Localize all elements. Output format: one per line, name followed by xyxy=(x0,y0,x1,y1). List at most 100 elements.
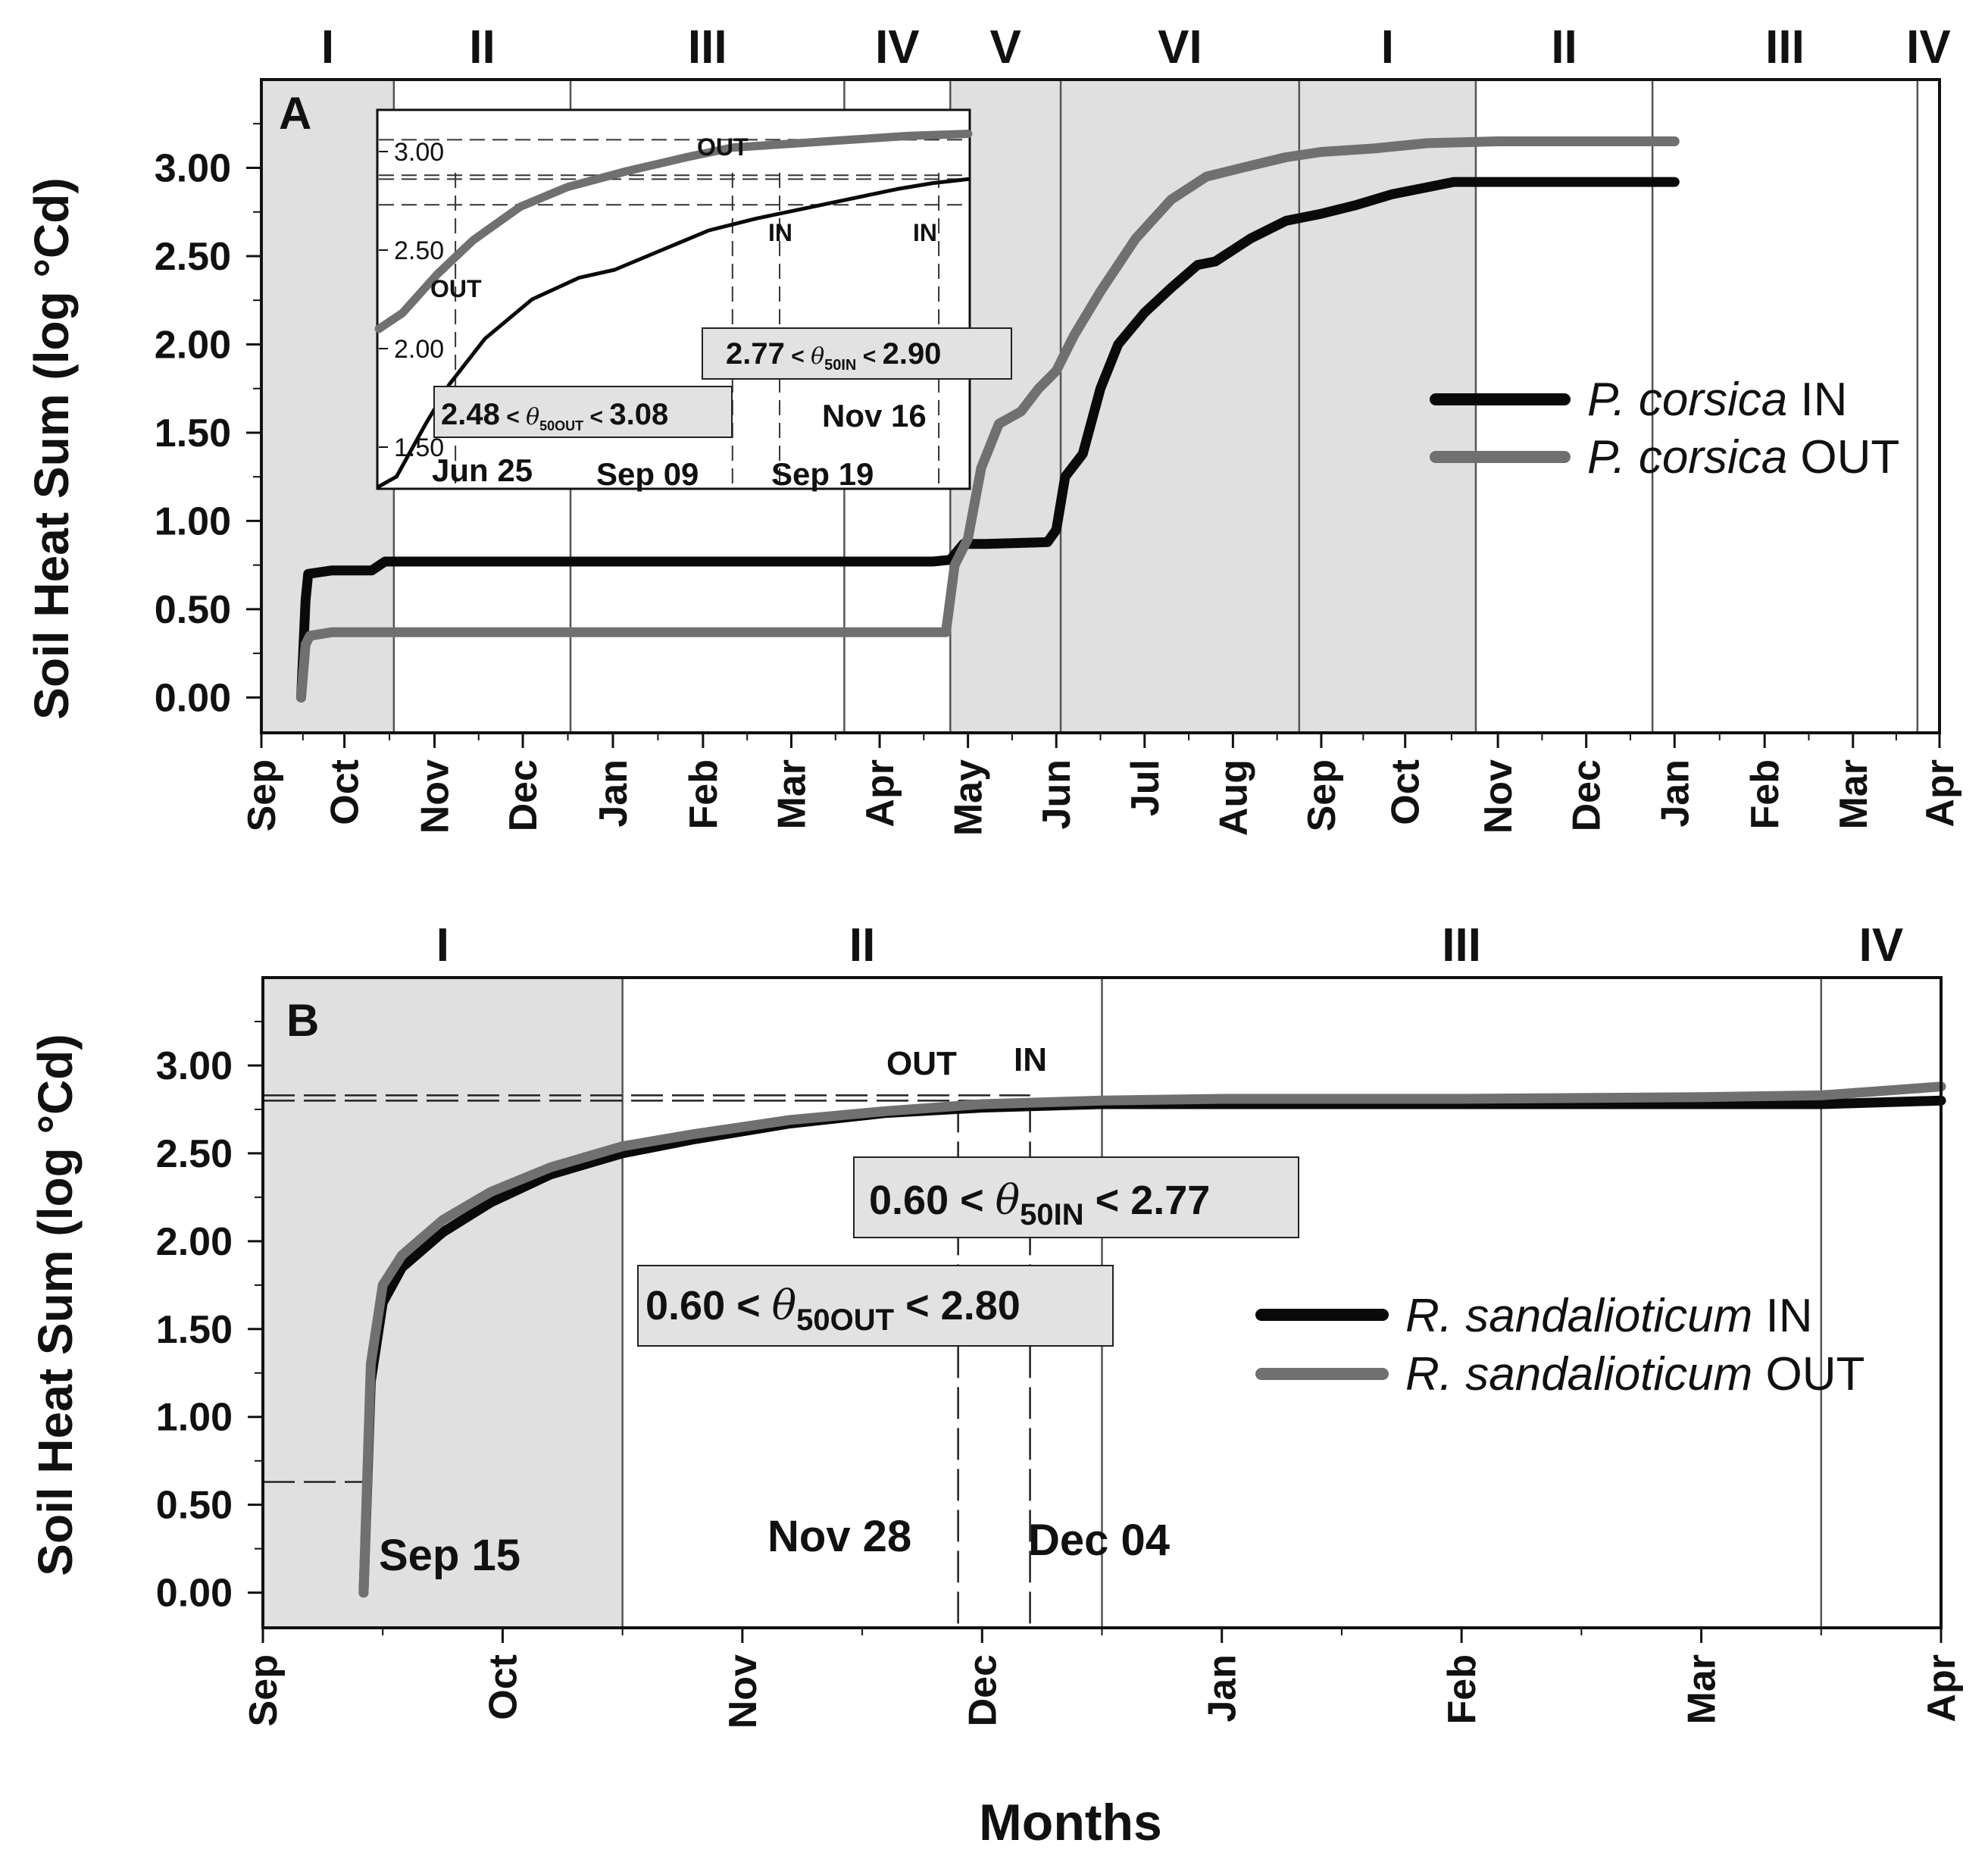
legend-label-out: R. sandalioticum OUT xyxy=(1405,1348,1865,1400)
panel-a-y-label: Soil Heat Sum (log °Cd) xyxy=(24,177,79,719)
phase-label: I xyxy=(436,919,449,972)
phase-label: II xyxy=(1551,21,1577,74)
x-tick-label: Sep xyxy=(240,759,284,831)
panel-b-phase-labels: I II III IV xyxy=(436,919,1903,972)
inset-label-in-right: IN xyxy=(913,219,937,246)
panel-a-legend: P. corsica IN P. corsica OUT xyxy=(1430,374,1899,483)
panel-b: 0.00 0.50 1.00 1.50 2.00 2.50 3.00 Sep Oct Nov De… xyxy=(28,919,1964,1729)
panel-b-date-dec04: Dec 04 xyxy=(1028,1516,1170,1565)
x-tick-label: Jul xyxy=(1124,759,1167,816)
panel-b-x-axis: Sep Oct Nov Dec Jan Feb Mar Apr xyxy=(242,1628,1964,1729)
y-tick-label: 0.00 xyxy=(156,1572,233,1616)
series-line-out xyxy=(358,1081,1946,1598)
legend-label-out: P. corsica OUT xyxy=(1587,431,1899,483)
x-tick-label: Mar xyxy=(770,759,814,829)
phase-label: I xyxy=(321,21,334,74)
panel-b-label-out: OUT xyxy=(886,1045,957,1082)
inset-theta-out-box xyxy=(433,386,733,438)
y-tick-label: 2.50 xyxy=(155,235,231,279)
x-tick-label: Nov xyxy=(1477,759,1521,834)
panel-b-letter: B xyxy=(286,995,319,1046)
panel-b-legend: R. sandalioticum IN R. sandalioticum OUT xyxy=(1255,1290,1865,1400)
x-tick-label: Feb xyxy=(1440,1654,1484,1724)
x-tick-label: Apr xyxy=(1920,1654,1964,1723)
x-tick-label: Jan xyxy=(1653,759,1697,828)
phase-shade xyxy=(261,80,394,733)
phase-label: II xyxy=(469,21,495,74)
y-tick-label: 0.50 xyxy=(156,1484,233,1528)
y-tick-label: 2.00 xyxy=(155,323,231,367)
inset-date-sep09: Sep 09 xyxy=(596,456,699,492)
x-tick-label: Apr xyxy=(1918,759,1962,828)
inset-theta-in-text: 2.77 < θ50IN < 2.90 xyxy=(726,337,941,374)
x-tick-label: May xyxy=(947,759,991,836)
x-tick-label: Jan xyxy=(1201,1654,1245,1723)
panel-b-label-in: IN xyxy=(1014,1041,1047,1078)
panel-b-theta-out-box xyxy=(637,1265,1114,1347)
panel-a-y-axis: 0.00 0.50 1.00 1.50 2.00 2.50 3.00 xyxy=(155,123,261,720)
y-tick-label: 0.50 xyxy=(155,588,231,632)
phase-label: IV xyxy=(875,21,920,74)
y-tick-label: 1.50 xyxy=(156,1308,233,1352)
x-tick-label: Nov xyxy=(413,759,457,834)
x-axis-title: Months xyxy=(979,1794,1162,1851)
x-tick-label: Feb xyxy=(1743,759,1787,829)
x-tick-label: Nov xyxy=(721,1654,765,1729)
y-tick-label: 2.00 xyxy=(156,1220,233,1264)
panel-a-series xyxy=(296,136,1680,703)
inset-y-ticks: 1.50 2.00 2.50 3.00 xyxy=(379,138,444,462)
x-tick-label: Sep xyxy=(242,1654,286,1726)
panel-a-letter: A xyxy=(279,88,311,139)
legend-label-in: R. sandalioticum IN xyxy=(1405,1290,1813,1342)
x-tick-label: Oct xyxy=(324,759,367,825)
phase-shade xyxy=(1299,80,1476,733)
x-tick-label: Oct xyxy=(481,1654,525,1720)
phase-label: V xyxy=(989,21,1021,74)
phase-label: III xyxy=(1442,919,1481,972)
panel-b-theta-in-box xyxy=(853,1156,1299,1238)
inset-series-line-out xyxy=(374,130,973,333)
inset-theta-out-text: 2.48 < θ50OUT < 3.08 xyxy=(441,398,668,433)
y-tick-label: 1.50 xyxy=(155,411,231,455)
phase-shade xyxy=(263,978,623,1628)
panel-a-inset: 1.50 2.00 2.50 3.00 OUT OUT IN IN 2.77 < θ5… xyxy=(374,108,1012,492)
panel-b-phase-shading xyxy=(263,978,623,1628)
inset-label-in-mid: IN xyxy=(768,219,792,246)
panel-b-series xyxy=(358,1081,1946,1598)
x-tick-label: Sep xyxy=(1300,759,1344,831)
x-tick-label: Dec xyxy=(502,759,545,831)
inset-y-tick-label: 2.00 xyxy=(394,335,444,364)
y-tick-label: 0.00 xyxy=(155,676,231,720)
phase-label: IV xyxy=(1906,21,1951,74)
panel-b-y-label: Soil Heat Sum (log °Cd) xyxy=(28,1034,83,1576)
panel-b-y-axis: 0.00 0.50 1.00 1.50 2.00 2.50 3.00 xyxy=(156,1020,263,1616)
panel-b-theta-in-text: 0.60 < θ50IN < 2.77 xyxy=(869,1176,1210,1231)
x-tick-label: Dec xyxy=(1565,759,1609,831)
inset-date-sep19: Sep 19 xyxy=(771,456,874,492)
inset-y-tick-label: 3.00 xyxy=(394,138,444,167)
x-tick-label: Aug xyxy=(1211,759,1255,836)
x-tick-label: Mar xyxy=(1680,1654,1724,1724)
panel-a-x-axis: Sep Oct Nov Dec Jan Feb Mar Apr May Jun Jul Aug Sep O… xyxy=(240,733,1962,836)
inset-label-out-top: OUT xyxy=(697,133,749,161)
panel-b-date-nov28: Nov 28 xyxy=(767,1512,911,1561)
panel-b-date-sep15: Sep 15 xyxy=(379,1531,520,1580)
inset-label-out-left: OUT xyxy=(430,275,482,302)
x-tick-label: Feb xyxy=(682,759,726,829)
inset-date-jun25: Jun 25 xyxy=(432,452,533,488)
x-tick-label: Dec xyxy=(961,1654,1005,1726)
x-tick-label: Jan xyxy=(592,759,636,828)
phase-label: IV xyxy=(1859,919,1904,972)
x-tick-label: Jun xyxy=(1035,759,1079,829)
x-tick-label: Oct xyxy=(1384,759,1428,825)
y-tick-label: 3.00 xyxy=(156,1044,233,1088)
panel-b-theta-out-text: 0.60 < θ50OUT < 2.80 xyxy=(645,1281,1021,1337)
y-tick-label: 1.00 xyxy=(155,499,231,543)
inset-theta-in-box xyxy=(702,327,1012,380)
phase-label: VI xyxy=(1158,21,1202,74)
y-tick-label: 3.00 xyxy=(155,146,231,190)
phase-label: III xyxy=(1765,21,1805,74)
inset-date-nov16: Nov 16 xyxy=(822,398,927,433)
series-line-in xyxy=(296,177,1680,703)
x-tick-label: Apr xyxy=(858,759,902,828)
